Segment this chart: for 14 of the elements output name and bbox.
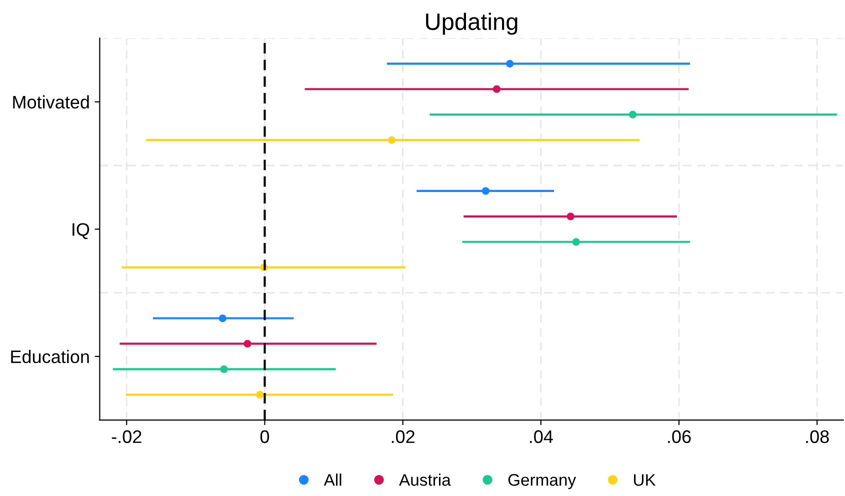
legend-label: UK [634, 474, 656, 486]
y-tick-label: IQ [72, 223, 90, 240]
x-tick-label: 0 [260, 430, 270, 444]
legend-label: Germany [508, 474, 576, 490]
x-tick-label: .02 [392, 430, 414, 444]
x-tick-label: .06 [668, 430, 691, 444]
legend-label: All [324, 474, 342, 486]
x-tick-label: -.02 [112, 430, 142, 444]
y-tick-label: Motivated [13, 95, 89, 109]
x-tick-label: .04 [530, 430, 553, 444]
legend-label: Austria [399, 474, 451, 486]
x-tick-label: .08 [806, 430, 829, 444]
y-tick-label: Education [11, 350, 89, 364]
chart-title: Updating [426, 12, 518, 35]
